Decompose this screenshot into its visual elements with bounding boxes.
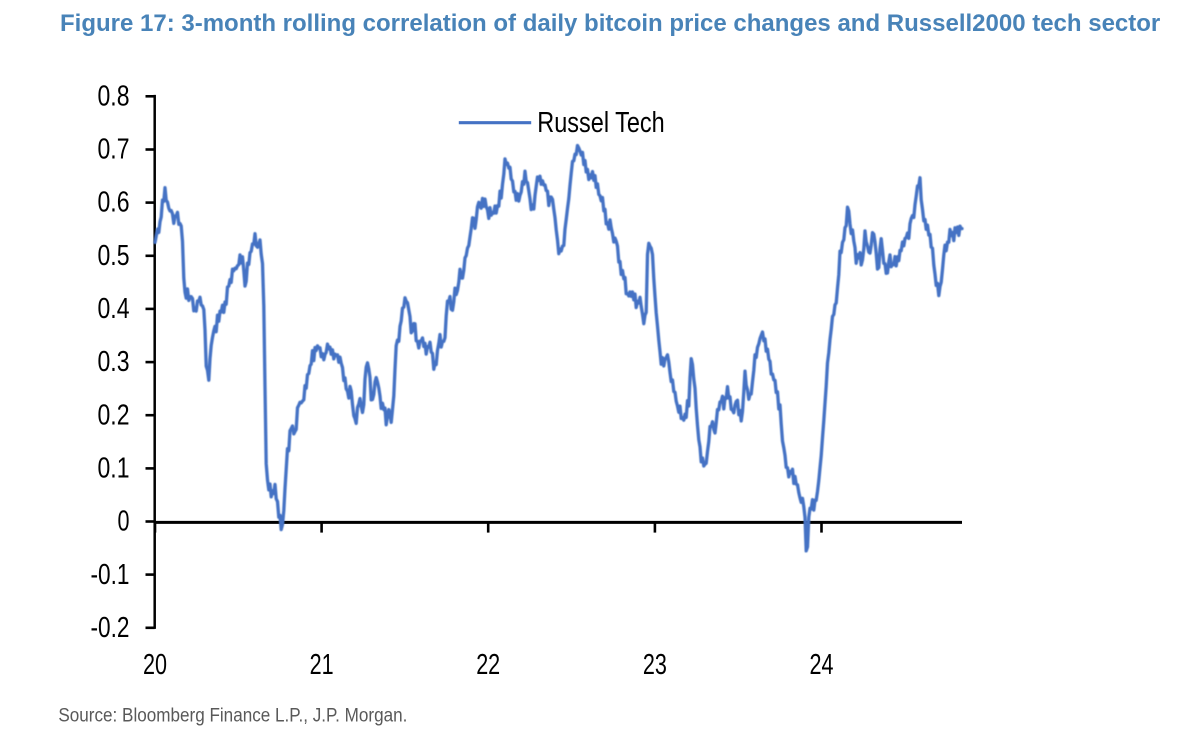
svg-text:0.6: 0.6: [98, 187, 130, 219]
svg-text:0.2: 0.2: [98, 399, 130, 431]
svg-text:Source: Bloomberg Finance L.P.: Source: Bloomberg Finance L.P., J.P. Mor…: [58, 706, 407, 727]
svg-text:Russel Tech: Russel Tech: [537, 107, 664, 139]
svg-text:0.3: 0.3: [98, 346, 130, 378]
svg-text:24: 24: [810, 649, 834, 681]
svg-text:20: 20: [143, 649, 167, 681]
svg-text:0: 0: [118, 506, 130, 538]
svg-text:0.8: 0.8: [98, 80, 130, 112]
svg-text:0.7: 0.7: [98, 134, 130, 166]
svg-text:-0.2: -0.2: [91, 612, 130, 644]
svg-text:0.5: 0.5: [98, 240, 130, 272]
svg-text:0.4: 0.4: [98, 293, 130, 325]
svg-text:21: 21: [310, 649, 334, 681]
svg-text:23: 23: [643, 649, 667, 681]
svg-text:0.1: 0.1: [98, 453, 130, 485]
svg-text:22: 22: [476, 649, 500, 681]
svg-text:-0.1: -0.1: [91, 559, 130, 591]
